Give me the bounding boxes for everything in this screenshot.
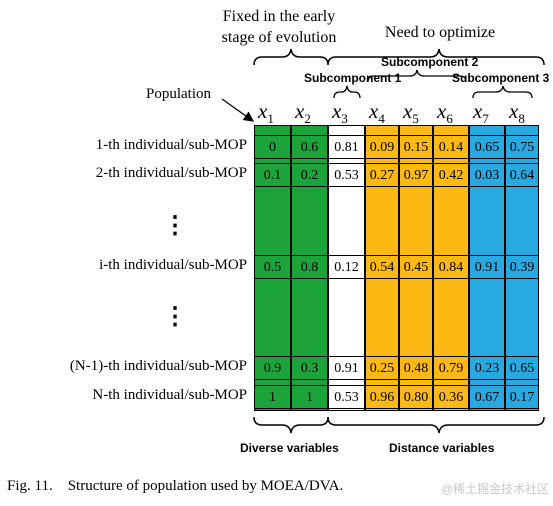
optimize-brace [327, 48, 545, 66]
variable-header-x3: x3 [332, 99, 348, 127]
variable-subscript: 7 [482, 111, 489, 127]
variable-symbol: x [332, 99, 342, 123]
diverse-brace [253, 416, 329, 434]
variable-symbol: x [509, 99, 519, 123]
ellipsis-lower: ⋮ [163, 305, 187, 329]
diverse-variables-label: Diverse variables [240, 441, 339, 455]
fixed-early-note: Fixed in the early stage of evolution [210, 6, 348, 48]
variable-header-x7: x7 [473, 99, 489, 127]
value-cell: 0.8 [291, 255, 328, 279]
value-cell: 1 [254, 385, 291, 409]
variable-subscript: 1 [267, 111, 274, 127]
variable-header-x6: x6 [437, 99, 453, 127]
variable-symbol: x [437, 99, 447, 123]
value-cell: 0.53 [328, 163, 365, 187]
population-arrow [221, 98, 255, 122]
ellipsis-upper-glyph: ⋮ [163, 213, 187, 239]
row-label: (N-1)-th individual/sub-MOP [69, 358, 247, 374]
row-label: 1-th individual/sub-MOP [95, 137, 247, 153]
need-optimize-note: Need to optimize [384, 24, 496, 41]
variable-symbol: x [473, 99, 483, 123]
value-cell: 0.03 [469, 163, 505, 187]
value-cell: 0.53 [328, 385, 365, 409]
value-cell: 0.75 [505, 135, 539, 159]
value-cell: 0.84 [433, 255, 469, 279]
subcomponent-3-label: Subcomponent 3 [452, 71, 550, 85]
value-cell: 1 [291, 385, 328, 409]
variable-symbol: x [258, 99, 268, 123]
ellipsis-lower-glyph: ⋮ [163, 304, 187, 330]
variable-header-x2: x2 [295, 99, 311, 127]
value-cell: 0.12 [328, 255, 365, 279]
value-cell: 0.3 [291, 356, 328, 380]
value-cell: 0.15 [399, 135, 433, 159]
variable-header-x1: x1 [258, 99, 274, 127]
variable-symbol: x [403, 99, 413, 123]
variable-subscript: 5 [412, 111, 419, 127]
value-cell: 0.45 [399, 255, 433, 279]
value-cell: 0.6 [291, 135, 328, 159]
distance-variables-label: Distance variables [389, 441, 495, 455]
value-cell: 0.14 [433, 135, 469, 159]
value-cell: 0.65 [505, 356, 539, 380]
value-cell: 0.23 [469, 356, 505, 380]
value-cell: 0.42 [433, 163, 469, 187]
variable-subscript: 6 [446, 111, 453, 127]
value-cell: 0.2 [291, 163, 328, 187]
value-cell: 0.54 [365, 255, 399, 279]
value-cell: 0.5 [254, 255, 291, 279]
row-label: N-th individual/sub-MOP [92, 387, 247, 403]
row-label: i-th individual/sub-MOP [99, 257, 247, 273]
variable-symbol: x [295, 99, 305, 123]
figure-caption: Fig. 11. Structure of population used by… [7, 478, 344, 494]
subcomponent-1-label: Subcomponent 1 [304, 71, 402, 85]
fixed-early-line-2: stage of evolution [221, 29, 337, 46]
value-cell: 0.91 [328, 356, 365, 380]
value-cell: 0.25 [365, 356, 399, 380]
value-cell: 0.96 [365, 385, 399, 409]
value-cell: 0.09 [365, 135, 399, 159]
variable-header-x8: x8 [509, 99, 525, 127]
value-cell: 0.27 [365, 163, 399, 187]
watermark-text: @稀土掘金技术社区 [441, 482, 550, 496]
value-cell: 0.48 [399, 356, 433, 380]
fixed-brace [253, 48, 329, 66]
variable-header-x5: x5 [403, 99, 419, 127]
value-cell: 0.91 [469, 255, 505, 279]
row-label: 2-th individual/sub-MOP [95, 165, 247, 181]
value-cell: 0.80 [399, 385, 433, 409]
value-cell: 0.81 [328, 135, 365, 159]
value-cell: 0.79 [433, 356, 469, 380]
value-cell: 0.67 [469, 385, 505, 409]
value-cell: 0.64 [505, 163, 539, 187]
value-cell: 0 [254, 135, 291, 159]
variable-symbol: x [369, 99, 379, 123]
value-cell: 0.97 [399, 163, 433, 187]
value-cell: 0.9 [254, 356, 291, 380]
fixed-early-line-1: Fixed in the early [222, 8, 336, 25]
variable-subscript: 4 [378, 111, 385, 127]
variable-header-x4: x4 [369, 99, 385, 127]
subcomponent-1-brace [333, 85, 361, 99]
variable-subscript: 3 [341, 111, 348, 127]
value-cell: 0.1 [254, 163, 291, 187]
subcomponent-3-brace [472, 85, 533, 99]
value-cell: 0.39 [505, 255, 539, 279]
ellipsis-upper: ⋮ [163, 214, 187, 238]
value-cell: 0.36 [433, 385, 469, 409]
variable-subscript: 2 [304, 111, 311, 127]
value-cell: 0.17 [505, 385, 539, 409]
population-label: Population [146, 86, 212, 102]
variable-subscript: 8 [518, 111, 525, 127]
value-cell: 0.65 [469, 135, 505, 159]
distance-brace [327, 416, 545, 434]
subcomponent-2-brace [367, 69, 467, 83]
subcomponent-2-label: Subcomponent 2 [381, 55, 479, 69]
